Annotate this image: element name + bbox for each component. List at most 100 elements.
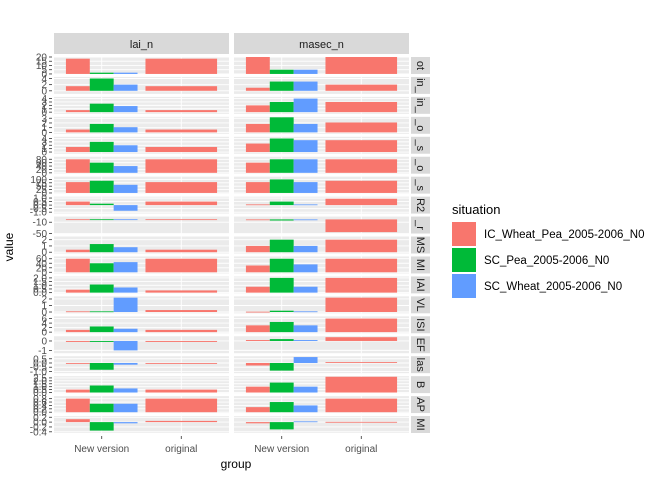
bar [113, 219, 138, 221]
panel-background [54, 296, 229, 314]
bar [145, 310, 218, 313]
y-tick-label: -1.0 [30, 367, 48, 378]
bar [325, 376, 398, 393]
y-tick-label: 1.0 [33, 194, 47, 205]
bar [65, 362, 90, 364]
bar [145, 201, 218, 206]
bar [145, 58, 218, 74]
bar [113, 84, 138, 91]
bar [269, 362, 294, 371]
row-strip-label: in_ [414, 78, 426, 94]
row-strip [411, 116, 430, 134]
bar [113, 184, 138, 193]
bar [89, 123, 114, 133]
bar [245, 325, 270, 333]
bar [269, 219, 294, 221]
y-tick-label: 0.0 [33, 201, 47, 212]
row-strip-label: _o [414, 158, 426, 171]
row-strip [411, 276, 430, 294]
y-tick-label: 1 [41, 301, 47, 312]
bar [113, 297, 138, 313]
bar [293, 405, 318, 413]
bar [145, 420, 218, 423]
bar [89, 422, 114, 431]
y-tick-label: 4 [41, 319, 47, 330]
bar [113, 262, 138, 273]
bar [325, 159, 398, 173]
y-tick-label: 0.8 [33, 394, 47, 405]
bar [269, 101, 294, 113]
bar [269, 201, 294, 206]
y-tick-label: 0 [41, 148, 47, 159]
y-tick-label: 0 [41, 86, 47, 97]
bar [245, 143, 270, 153]
row-strip-label: ot [414, 61, 426, 70]
bar [269, 258, 294, 273]
bar [269, 422, 294, 430]
bar [65, 110, 90, 113]
bar [245, 286, 270, 293]
y-tick-label: 20 [36, 263, 48, 274]
bar [89, 180, 114, 193]
y-tick-label: 0.5 [33, 385, 47, 396]
bar [145, 258, 218, 273]
y-tick-label: 0.0 [33, 408, 47, 419]
y-tick-label: 0.5 [33, 284, 47, 295]
bar [269, 69, 294, 74]
legend-entry-label: SC_Wheat_2005-2006_N0 [484, 281, 622, 293]
bar [325, 362, 398, 363]
bar [65, 398, 90, 413]
y-tick-label: 0.2 [33, 413, 47, 424]
bar [269, 277, 294, 293]
bar [325, 140, 398, 153]
y-tick-label: 6 [41, 314, 47, 325]
y-tick-label: 2 [41, 235, 47, 246]
bar [245, 57, 270, 74]
y-tick-label: 0.2 [33, 404, 47, 415]
y-axis-title: value [2, 232, 16, 261]
row-strip [411, 336, 430, 354]
bar [325, 277, 398, 293]
bar [325, 258, 398, 273]
y-tick-label: 1.0 [33, 281, 47, 292]
bar [145, 340, 218, 342]
bar [89, 284, 114, 293]
panel-background [54, 416, 229, 433]
legend-entry-label: SC_Pea_2005-2006_N0 [484, 255, 609, 267]
bar [325, 398, 398, 413]
y-tick-label: 0 [41, 108, 47, 119]
bar [293, 219, 318, 221]
y-tick-label: 100 [30, 175, 47, 186]
bar [89, 203, 114, 206]
bar [89, 141, 114, 153]
x-axis-title: group [221, 457, 252, 471]
y-tick-label: 1 [41, 241, 47, 252]
bar [89, 385, 114, 393]
bar [89, 311, 114, 313]
x-tick-label: original [345, 444, 377, 455]
bar [113, 340, 138, 351]
y-tick-label: 20 [36, 165, 48, 176]
y-tick-label: 50 [36, 182, 48, 193]
bar [293, 325, 318, 333]
y-tick-label: 1.5 [33, 379, 47, 390]
y-tick-label: 0.0 [33, 288, 47, 299]
bar [89, 162, 114, 173]
y-tick-label: -1.0 [30, 208, 48, 219]
y-tick-label: 60 [36, 254, 48, 265]
bar [65, 219, 90, 221]
x-tick-label: New version [254, 444, 309, 455]
y-tick-label: 1 [41, 123, 47, 134]
bar [293, 182, 318, 193]
y-tick-label: 2 [41, 323, 47, 334]
bar [325, 421, 398, 423]
bar [89, 103, 114, 113]
y-tick-label: 0 [41, 328, 47, 339]
row-strip [411, 296, 430, 314]
y-tick-label: 0.6 [33, 398, 47, 409]
y-tick-label: 0.4 [33, 401, 47, 412]
y-tick-label: -0.5 [30, 363, 48, 374]
bar [113, 205, 138, 211]
y-tick-label: 60 [36, 158, 48, 169]
y-tick-label: 15 [36, 57, 48, 68]
